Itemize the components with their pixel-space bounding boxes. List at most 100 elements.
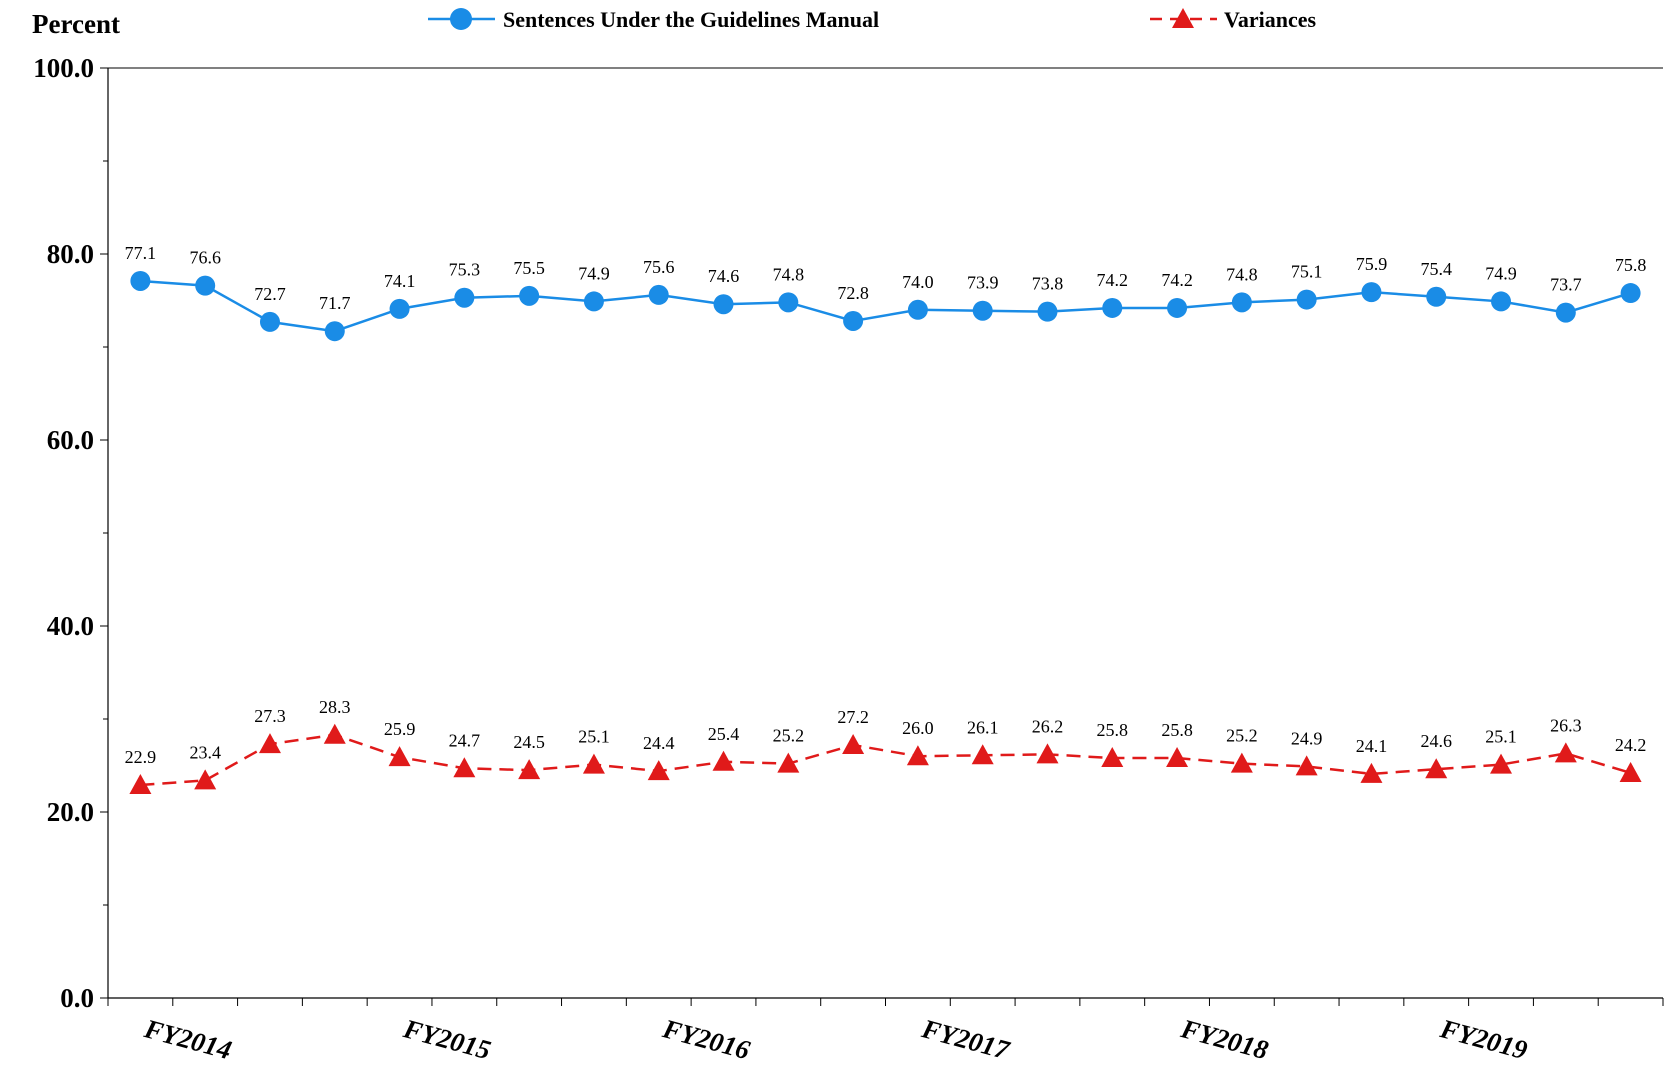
data-label-guidelines: 74.9 bbox=[1485, 263, 1517, 283]
data-point-variances bbox=[323, 723, 346, 744]
data-label-guidelines: 74.2 bbox=[1097, 270, 1129, 290]
y-axis-title: Percent bbox=[32, 9, 120, 39]
data-point-guidelines bbox=[389, 298, 410, 319]
series-line-guidelines bbox=[140, 279, 1631, 333]
data-label-variances: 28.3 bbox=[319, 697, 351, 717]
data-label-variances: 23.4 bbox=[189, 742, 221, 762]
data-point-variances bbox=[453, 757, 476, 778]
data-label-variances: 26.0 bbox=[902, 718, 934, 738]
data-label-variances: 24.1 bbox=[1356, 736, 1388, 756]
legend-marker-circle bbox=[450, 8, 472, 30]
y-tick-label: 80.0 bbox=[47, 239, 94, 269]
data-label-variances: 24.4 bbox=[643, 733, 675, 753]
data-label-guidelines: 75.3 bbox=[449, 260, 481, 280]
data-point-variances bbox=[1619, 761, 1642, 782]
data-point-guidelines bbox=[1361, 282, 1382, 303]
data-point-guidelines bbox=[259, 311, 280, 332]
data-point-guidelines bbox=[648, 284, 669, 305]
x-group-label: FY2017 bbox=[918, 1013, 1014, 1066]
x-group-label: FY2016 bbox=[659, 1013, 754, 1065]
data-point-variances bbox=[842, 734, 865, 755]
data-point-guidelines bbox=[1296, 289, 1317, 310]
data-point-variances bbox=[1166, 747, 1189, 768]
data-label-variances: 25.1 bbox=[578, 727, 610, 747]
y-tick-label: 60.0 bbox=[47, 425, 94, 455]
x-group-label: FY2015 bbox=[400, 1013, 494, 1065]
data-label-guidelines: 74.8 bbox=[773, 264, 805, 284]
data-label-guidelines: 75.9 bbox=[1356, 254, 1388, 274]
data-point-variances bbox=[258, 733, 281, 754]
data-label-variances: 24.2 bbox=[1615, 735, 1647, 755]
data-label-variances: 25.8 bbox=[1097, 720, 1129, 740]
data-point-variances bbox=[971, 744, 994, 765]
data-point-variances bbox=[129, 774, 152, 795]
data-label-guidelines: 77.1 bbox=[125, 243, 157, 263]
data-point-guidelines bbox=[1102, 297, 1123, 318]
data-label-variances: 25.8 bbox=[1161, 720, 1193, 740]
data-label-guidelines: 74.9 bbox=[578, 263, 610, 283]
legend-item-variances: Variances bbox=[1150, 7, 1317, 32]
series-line-variances bbox=[140, 733, 1631, 787]
data-point-variances bbox=[194, 769, 217, 790]
legend-label-guidelines: Sentences Under the Guidelines Manual bbox=[503, 7, 879, 32]
data-point-variances bbox=[1554, 742, 1577, 763]
data-point-variances bbox=[518, 759, 541, 780]
data-point-variances bbox=[1101, 747, 1124, 768]
data-point-guidelines bbox=[454, 287, 475, 308]
data-label-guidelines: 75.5 bbox=[513, 258, 545, 278]
data-label-guidelines: 74.0 bbox=[902, 272, 934, 292]
data-point-variances bbox=[1490, 753, 1513, 774]
data-label-variances: 27.2 bbox=[837, 707, 869, 727]
data-point-guidelines bbox=[972, 300, 993, 321]
data-point-variances bbox=[1036, 743, 1059, 764]
data-label-variances: 25.4 bbox=[708, 724, 740, 744]
data-label-guidelines: 74.2 bbox=[1161, 270, 1193, 290]
data-point-guidelines bbox=[519, 285, 540, 306]
data-point-variances bbox=[1295, 755, 1318, 776]
data-point-guidelines bbox=[1426, 286, 1447, 307]
legend-item-guidelines: Sentences Under the Guidelines Manual bbox=[428, 7, 879, 32]
data-label-variances: 24.7 bbox=[449, 730, 481, 750]
data-label-guidelines: 74.8 bbox=[1226, 264, 1258, 284]
data-label-variances: 22.9 bbox=[125, 747, 157, 767]
data-point-variances bbox=[1425, 758, 1448, 779]
data-point-variances bbox=[1230, 752, 1253, 773]
data-point-guidelines bbox=[324, 321, 345, 342]
data-point-variances bbox=[1360, 762, 1383, 783]
legend: Sentences Under the Guidelines Manual Va… bbox=[428, 7, 1317, 32]
data-label-guidelines: 76.6 bbox=[189, 248, 221, 268]
data-point-variances bbox=[906, 745, 929, 766]
data-point-variances bbox=[777, 752, 800, 773]
y-tick-label: 20.0 bbox=[47, 797, 94, 827]
data-point-guidelines bbox=[1620, 283, 1641, 304]
data-label-guidelines: 73.9 bbox=[967, 273, 999, 293]
data-label-variances: 27.3 bbox=[254, 706, 286, 726]
data-point-guidelines bbox=[843, 310, 864, 331]
data-label-guidelines: 74.6 bbox=[708, 266, 740, 286]
data-label-variances: 26.2 bbox=[1032, 716, 1064, 736]
data-point-variances bbox=[388, 746, 411, 767]
data-point-guidelines bbox=[1555, 302, 1576, 323]
x-group-label: FY2019 bbox=[1436, 1013, 1531, 1065]
data-point-guidelines bbox=[1037, 301, 1058, 322]
data-point-guidelines bbox=[907, 299, 928, 320]
legend-marker-triangle bbox=[1172, 8, 1194, 28]
data-label-variances: 24.5 bbox=[513, 732, 545, 752]
data-label-guidelines: 72.8 bbox=[837, 283, 869, 303]
plot-area: 0.0 20.0 40.0 60.0 80.0 100.0 FY2014 FY2015 FY20… bbox=[33, 53, 1664, 1066]
data-label-guidelines: 74.1 bbox=[384, 271, 416, 291]
data-label-variances: 25.9 bbox=[384, 719, 416, 739]
data-point-guidelines bbox=[1231, 292, 1252, 313]
data-point-guidelines bbox=[583, 291, 604, 312]
data-label-guidelines: 75.1 bbox=[1291, 262, 1323, 282]
data-point-variances bbox=[647, 760, 670, 781]
y-tick-label: 100.0 bbox=[33, 53, 94, 83]
data-point-guidelines bbox=[778, 292, 799, 313]
data-point-guidelines bbox=[195, 275, 216, 296]
data-label-guidelines: 73.8 bbox=[1032, 274, 1064, 294]
data-point-variances bbox=[582, 753, 605, 774]
data-label-guidelines: 73.7 bbox=[1550, 275, 1582, 295]
data-label-guidelines: 71.7 bbox=[319, 293, 351, 313]
data-label-variances: 24.6 bbox=[1420, 731, 1452, 751]
x-group-label: FY2018 bbox=[1177, 1013, 1272, 1065]
